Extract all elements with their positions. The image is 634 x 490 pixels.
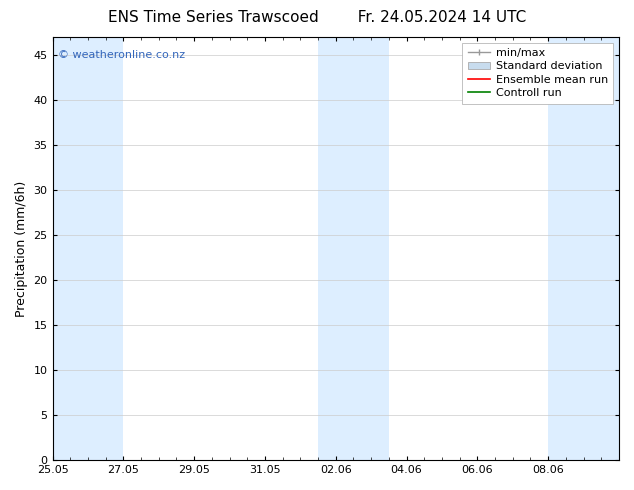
Bar — [53, 37, 88, 460]
Text: © weatheronline.co.nz: © weatheronline.co.nz — [58, 50, 185, 60]
Y-axis label: Precipitation (mm/6h): Precipitation (mm/6h) — [15, 180, 28, 317]
Bar — [548, 37, 619, 460]
Legend: min/max, Standard deviation, Ensemble mean run, Controll run: min/max, Standard deviation, Ensemble me… — [462, 43, 614, 104]
Text: ENS Time Series Trawscoed        Fr. 24.05.2024 14 UTC: ENS Time Series Trawscoed Fr. 24.05.2024… — [108, 10, 526, 25]
Bar — [318, 37, 354, 460]
Bar — [88, 37, 124, 460]
Bar — [354, 37, 389, 460]
